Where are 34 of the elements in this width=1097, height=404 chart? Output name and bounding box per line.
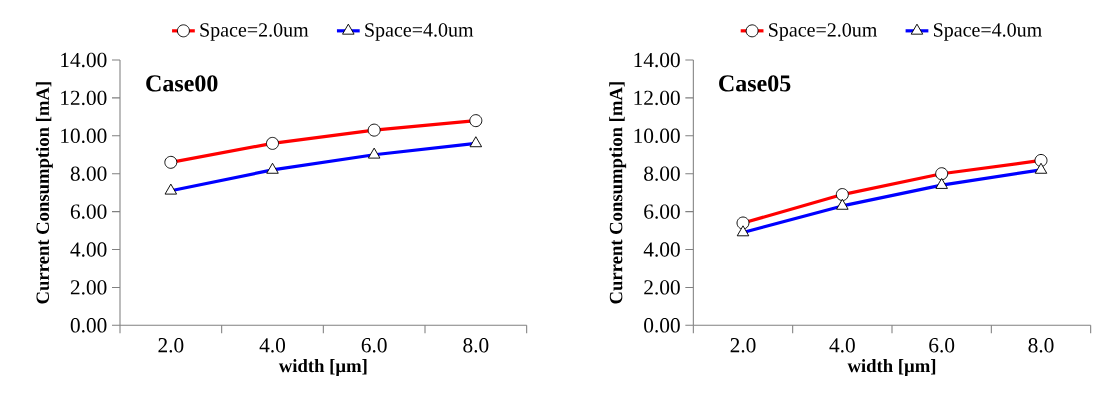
y-tick-label: 4.00 bbox=[643, 242, 680, 257]
x-tick-label: 8.0 bbox=[463, 338, 489, 353]
x-tick-label: 4.0 bbox=[829, 338, 855, 353]
y-tick-label: 8.00 bbox=[70, 166, 107, 181]
y-tick-label: 6.00 bbox=[70, 204, 107, 219]
chart-title: Case00 bbox=[146, 75, 218, 92]
y-tick-label: 12.00 bbox=[61, 90, 107, 106]
x-tick-label: 8.0 bbox=[1028, 338, 1054, 353]
y-tick-label: 2.00 bbox=[70, 280, 107, 295]
y-tick-label: 8.00 bbox=[644, 166, 680, 181]
legend-label: Space=4.0um bbox=[933, 23, 1042, 41]
y-tick-label: 12.00 bbox=[634, 90, 680, 106]
x-tick-label: 4.0 bbox=[259, 338, 286, 353]
x-tick-label: 6.0 bbox=[929, 338, 955, 353]
x-tick-label: 2.0 bbox=[730, 338, 756, 353]
y-tick-label: 0.00 bbox=[644, 318, 680, 333]
y-tick-label: 14.00 bbox=[634, 52, 680, 68]
legend-label: Space=2.0um bbox=[200, 23, 309, 41]
y-tick-label: 10.00 bbox=[61, 128, 107, 144]
y-axis-title: Current Consumption [mA] bbox=[609, 82, 627, 304]
chart-title: Case05 bbox=[719, 75, 791, 92]
x-tick-label: 2.0 bbox=[158, 338, 184, 353]
y-axis-title: Current Consumption [mA] bbox=[35, 82, 53, 304]
x-axis-title: width [µm] bbox=[847, 359, 936, 376]
y-tick-label: 6.00 bbox=[644, 204, 680, 219]
y-tick-label: 10.00 bbox=[634, 128, 680, 144]
y-tick-label: 0.00 bbox=[70, 318, 107, 333]
y-tick-label: 4.00 bbox=[70, 242, 107, 257]
legend-label: Space=4.0um bbox=[365, 23, 474, 41]
y-tick-label: 14.00 bbox=[61, 52, 107, 68]
x-axis-title: width [µm] bbox=[278, 359, 367, 376]
legend-label: Space=2.0um bbox=[769, 23, 878, 41]
x-tick-label: 6.0 bbox=[361, 338, 387, 353]
y-tick-label: 2.00 bbox=[644, 280, 680, 295]
